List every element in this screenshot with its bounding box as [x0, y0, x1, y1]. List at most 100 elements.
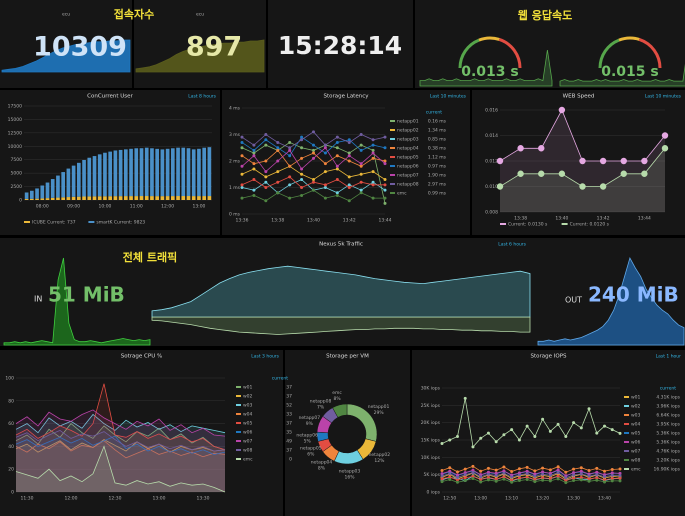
slice-name: netapp03 — [339, 468, 361, 474]
slice-name: netapp08 — [310, 398, 332, 404]
x-tick-label: 13:44 — [638, 216, 651, 222]
legend-swatch — [390, 156, 395, 158]
data-point — [502, 433, 506, 437]
y-tick-label: 1 ms — [229, 185, 241, 191]
bar — [113, 196, 118, 200]
panel — [222, 90, 470, 235]
data-point — [517, 479, 521, 483]
data-point — [347, 183, 351, 187]
chart-title: Storage per VM — [326, 354, 369, 360]
legend-current: 6.64K iops — [656, 413, 680, 419]
bar — [35, 188, 39, 199]
data-point — [359, 133, 363, 136]
time-range: Last 10 minutes — [430, 94, 467, 100]
data-point — [371, 156, 375, 160]
data-point — [595, 466, 599, 470]
legend-current: 3.95K iops — [656, 422, 680, 428]
data-point — [572, 479, 576, 483]
data-point — [455, 480, 459, 484]
data-point — [335, 135, 339, 139]
slice-name: netapp01 — [368, 404, 390, 410]
data-point — [463, 479, 467, 483]
data-point — [510, 478, 514, 482]
legend-swatch — [24, 221, 30, 223]
data-point — [300, 138, 304, 142]
bar — [108, 196, 112, 200]
data-point — [264, 186, 268, 189]
x-tick-label: 13:38 — [514, 216, 527, 222]
bar — [139, 196, 144, 200]
bar — [202, 196, 206, 200]
data-point — [240, 146, 244, 150]
legend-swatch — [624, 414, 629, 416]
data-point — [359, 148, 363, 152]
stat-value: 10309 — [33, 32, 127, 63]
legend-current: 52 — [286, 403, 292, 409]
data-point — [556, 477, 560, 481]
legend-swatch — [500, 223, 506, 225]
data-point — [347, 199, 351, 203]
data-point — [496, 157, 504, 165]
bar — [165, 196, 170, 200]
data-point — [517, 476, 521, 480]
legend-current: 3.20K iops — [656, 458, 680, 464]
slice-label: 29% — [374, 410, 385, 416]
sparkline — [1, 39, 131, 73]
data-point — [479, 473, 483, 477]
y-tick-label: 100 — [5, 376, 14, 382]
series-line — [441, 398, 621, 448]
data-point — [371, 148, 375, 152]
data-point — [440, 477, 444, 481]
stat-label: ecu — [196, 13, 204, 18]
legend-current: 0.38 ms — [428, 146, 447, 152]
data-point — [323, 151, 327, 155]
data-point — [463, 467, 467, 471]
data-point — [564, 479, 568, 483]
data-point — [556, 474, 560, 478]
data-point — [595, 431, 599, 435]
bar — [61, 172, 65, 198]
legend-current: 0 — [289, 457, 292, 463]
data-point — [595, 473, 599, 477]
bar — [134, 196, 139, 200]
data-point — [471, 474, 475, 478]
data-point — [603, 475, 607, 479]
data-point — [240, 186, 244, 189]
data-point — [276, 191, 280, 195]
data-point — [252, 151, 256, 155]
legend-swatch — [236, 449, 241, 451]
bar — [97, 154, 102, 197]
bar — [155, 148, 159, 197]
bar — [181, 147, 186, 197]
data-point — [486, 470, 490, 474]
data-point — [359, 188, 363, 192]
data-point — [486, 466, 490, 470]
time-range: Last 1 hour — [656, 354, 682, 360]
bar — [134, 148, 139, 197]
data-point — [572, 421, 576, 425]
series-fill — [16, 383, 225, 492]
slice-label: 6% — [307, 452, 315, 458]
legend-name: netapp07 — [397, 173, 419, 179]
gauge-arc — [618, 36, 640, 42]
series-fill — [16, 414, 225, 492]
data-point — [564, 474, 568, 478]
data-point — [496, 183, 504, 190]
data-point — [323, 183, 327, 187]
legend-current: 4.31K iops — [656, 395, 680, 401]
legend-swatch — [561, 223, 568, 225]
data-point — [276, 146, 280, 150]
y-tick-label: 15000 — [8, 117, 22, 123]
chart-title: WEB Speed — [563, 94, 595, 100]
data-point — [479, 475, 483, 479]
in-value: 51 MiB — [48, 283, 125, 307]
data-point — [610, 473, 614, 477]
x-tick-label: 13:44 — [379, 218, 392, 224]
data-point — [300, 146, 304, 150]
bar — [50, 179, 55, 198]
data-point — [463, 396, 467, 400]
data-point — [533, 435, 537, 439]
data-point — [383, 146, 387, 150]
bar — [124, 149, 128, 197]
bar — [35, 198, 39, 200]
